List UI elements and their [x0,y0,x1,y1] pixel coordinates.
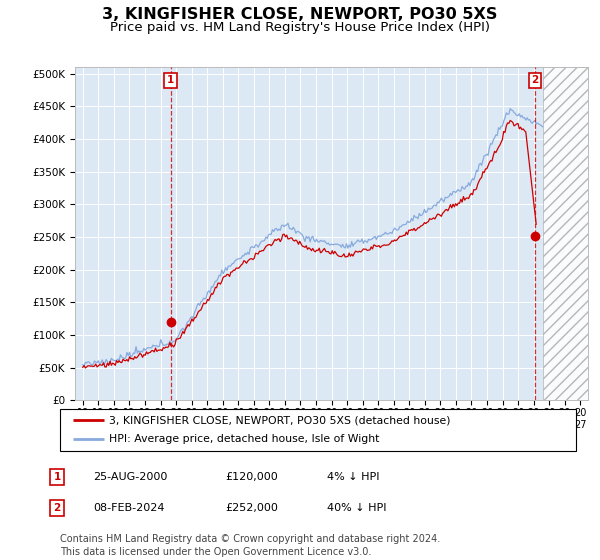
Text: Contains HM Land Registry data © Crown copyright and database right 2024.
This d: Contains HM Land Registry data © Crown c… [60,534,440,557]
Text: 40% ↓ HPI: 40% ↓ HPI [327,503,386,513]
Text: 1: 1 [53,472,61,482]
Text: £120,000: £120,000 [225,472,278,482]
Text: £252,000: £252,000 [225,503,278,513]
Text: 2: 2 [532,75,539,85]
Text: HPI: Average price, detached house, Isle of Wight: HPI: Average price, detached house, Isle… [109,435,379,445]
Text: 4% ↓ HPI: 4% ↓ HPI [327,472,380,482]
Text: 08-FEB-2024: 08-FEB-2024 [93,503,164,513]
Text: 1: 1 [167,75,174,85]
Text: 3, KINGFISHER CLOSE, NEWPORT, PO30 5XS: 3, KINGFISHER CLOSE, NEWPORT, PO30 5XS [103,7,497,22]
Text: 25-AUG-2000: 25-AUG-2000 [93,472,167,482]
Text: 3, KINGFISHER CLOSE, NEWPORT, PO30 5XS (detached house): 3, KINGFISHER CLOSE, NEWPORT, PO30 5XS (… [109,415,451,425]
Text: Price paid vs. HM Land Registry's House Price Index (HPI): Price paid vs. HM Land Registry's House … [110,21,490,34]
FancyBboxPatch shape [60,409,576,451]
Bar [542,67,588,400]
Text: 2: 2 [53,503,61,513]
